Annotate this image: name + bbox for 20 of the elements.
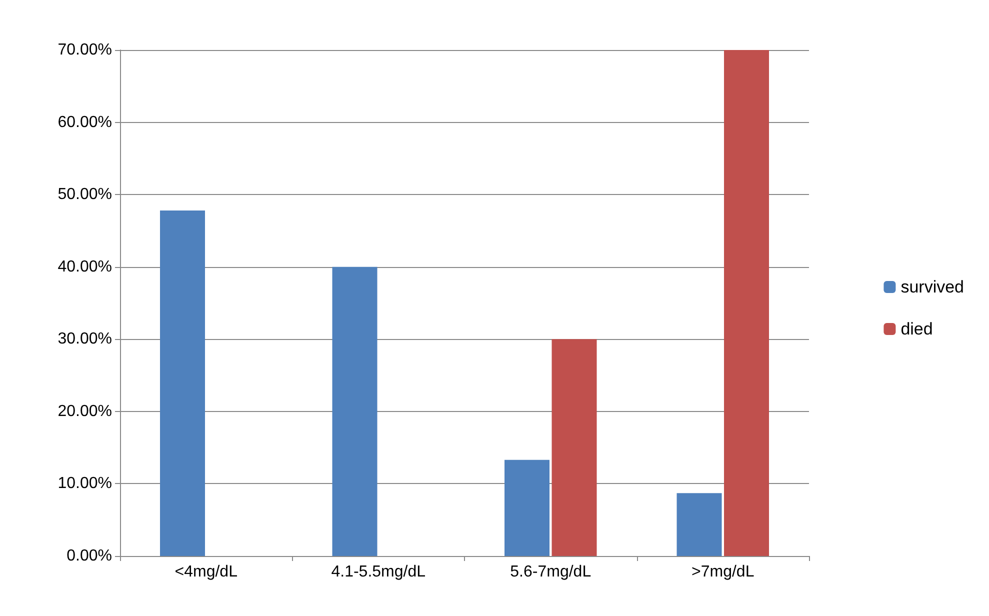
bar — [676, 493, 722, 556]
legend-label: survived — [900, 278, 964, 296]
x-tick-label: 5.6-7mg/dL — [510, 564, 592, 580]
y-tick-label: 0.00% — [66, 548, 112, 564]
y-tick-label: 40.00% — [58, 258, 112, 276]
bar — [332, 266, 378, 556]
y-tick-label: 10.00% — [58, 475, 112, 492]
legend-label: died — [900, 320, 933, 338]
x-tick-label: <4mg/dL — [174, 564, 238, 580]
y-tick-label: 20.00% — [58, 402, 112, 420]
y-tick-label: 50.00% — [58, 186, 112, 204]
x-tick-label: 4.1-5.5mg/dL — [331, 564, 426, 580]
y-tick-label: 30.00% — [58, 330, 112, 348]
x-tick-label: >7mg/dL — [692, 564, 754, 580]
y-tick-label: 70.00% — [58, 42, 112, 58]
bar — [552, 339, 597, 556]
bar — [160, 210, 205, 556]
y-tick-label: 60.00% — [58, 114, 112, 131]
bar — [724, 50, 769, 556]
bar — [504, 460, 550, 556]
